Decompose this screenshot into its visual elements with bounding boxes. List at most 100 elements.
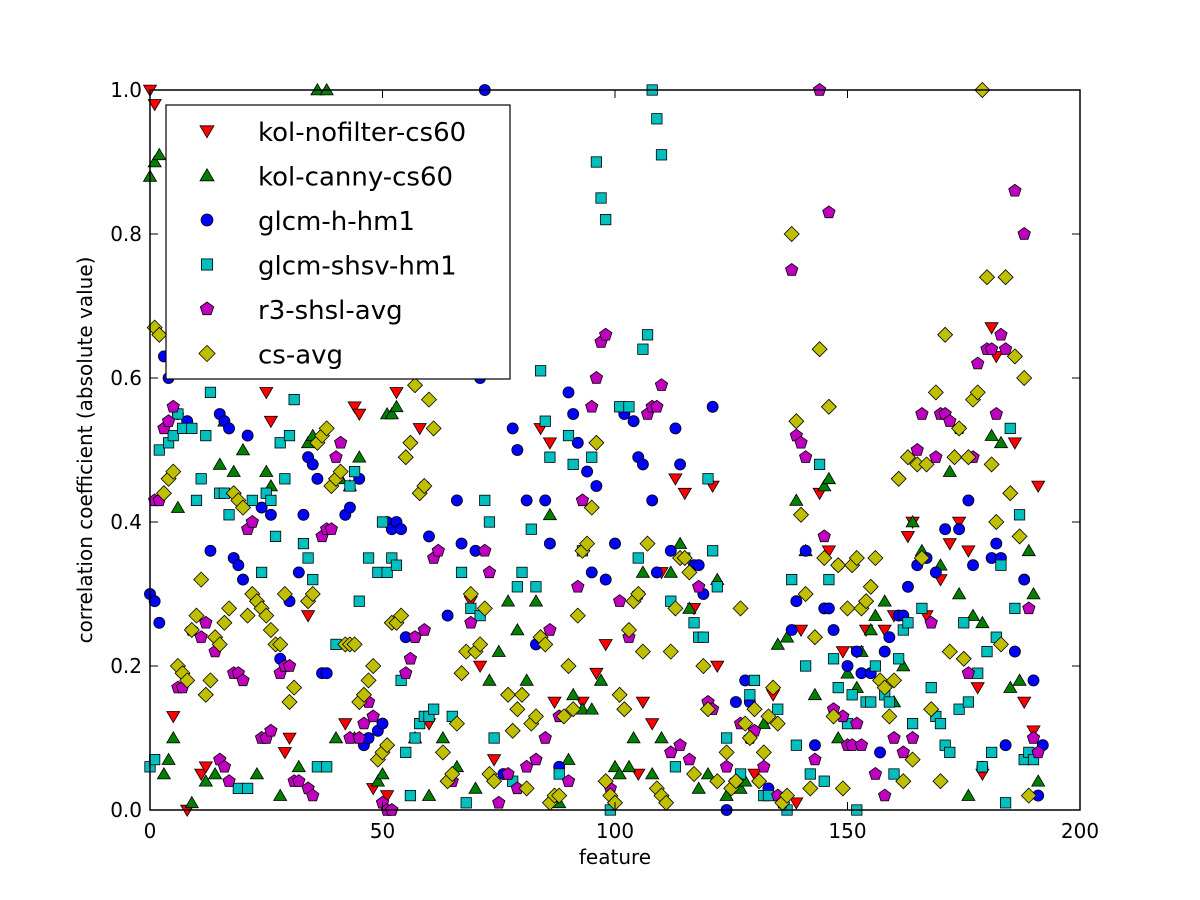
data-point-cs-avg	[862, 578, 879, 595]
data-point-kol-nofilter-cs60	[277, 747, 293, 760]
data-point-cs-avg	[281, 693, 298, 711]
data-point-glcm-shsv-hm1	[483, 516, 496, 528]
legend-entry-glcm-shsv-hm1: glcm-shsv-hm1	[200, 252, 457, 282]
data-point-glcm-shsv-hm1	[376, 516, 389, 528]
data-point-glcm-h-hm1	[204, 544, 217, 557]
data-point-kol-nofilter-cs60	[352, 408, 367, 421]
data-point-glcm-shsv-hm1	[381, 566, 393, 579]
data-point-r3-shsl-avg	[264, 723, 278, 737]
data-point-r3-shsl-avg	[245, 515, 259, 528]
data-point-r3-shsl-avg	[808, 752, 822, 766]
data-point-r3-shsl-avg	[1026, 731, 1041, 744]
data-point-r3-shsl-avg	[989, 407, 1003, 420]
data-point-glcm-h-hm1	[929, 566, 942, 579]
data-point-cs-avg	[569, 607, 586, 624]
data-point-cs-avg	[1020, 787, 1037, 804]
data-point-cs-avg	[258, 607, 275, 624]
data-point-kol-canny-cs60	[212, 457, 227, 470]
data-point-cs-avg	[741, 729, 758, 747]
data-point-r3-shsl-avg	[785, 263, 799, 276]
data-point-glcm-h-hm1	[585, 566, 598, 579]
data-point-glcm-h-hm1	[423, 530, 435, 543]
data-point-cs-avg	[476, 600, 493, 617]
data-point-glcm-h-hm1	[237, 573, 249, 586]
data-point-glcm-shsv-hm1	[390, 559, 403, 571]
data-point-cs-avg	[346, 636, 363, 653]
data-point-r3-shsl-avg	[905, 731, 920, 744]
legend: kol-nofilter-cs60 kol-canny-cs60 glcm-h-hm…	[165, 104, 511, 380]
data-point-cs-avg	[513, 686, 531, 703]
data-point-glcm-h-hm1	[664, 544, 677, 557]
data-point-glcm-shsv-hm1	[846, 689, 858, 701]
data-point-cs-avg	[630, 585, 647, 603]
data-point-glcm-shsv-hm1	[800, 660, 812, 672]
data-point-r3-shsl-avg	[994, 327, 1008, 341]
data-point-kol-canny-cs60	[621, 759, 637, 773]
data-point-glcm-h-hm1	[297, 508, 310, 521]
data-point-kol-canny-cs60	[421, 788, 437, 801]
data-point-glcm-shsv-hm1	[707, 545, 719, 557]
data-point-glcm-shsv-hm1	[404, 790, 417, 802]
data-point-glcm-shsv-hm1	[167, 429, 179, 442]
data-point-kol-nofilter-cs60	[598, 639, 613, 652]
data-point-r3-shsl-avg	[561, 774, 576, 787]
data-point-glcm-h-hm1	[441, 609, 454, 622]
data-point-glcm-h-hm1	[669, 422, 682, 435]
data-point-r3-shsl-avg	[854, 738, 869, 751]
data-point-r3-shsl-avg	[161, 414, 176, 427]
data-point-glcm-shsv-hm1	[614, 401, 626, 413]
data-point-kol-canny-cs60	[840, 666, 855, 679]
data-point-glcm-h-hm1	[636, 458, 649, 471]
data-point-cs-avg	[597, 773, 614, 790]
data-point-cs-avg	[551, 787, 568, 804]
data-point-glcm-shsv-hm1	[976, 761, 988, 773]
data-point-glcm-shsv-hm1	[372, 566, 384, 579]
data-point-glcm-shsv-hm1	[827, 653, 840, 665]
data-point-glcm-shsv-hm1	[311, 761, 324, 773]
data-point-glcm-shsv-hm1	[925, 682, 937, 694]
data-point-cs-avg	[211, 636, 228, 653]
legend-entry-kol-nofilter-cs60: kol-nofilter-cs60	[199, 118, 466, 148]
data-point-glcm-h-hm1	[1018, 573, 1031, 586]
data-point-cs-avg	[286, 679, 303, 696]
data-point-kol-nofilter-cs60	[259, 387, 274, 400]
data-point-cs-avg	[676, 549, 693, 567]
data-point-glcm-h-hm1	[153, 616, 166, 629]
data-point-cs-avg	[890, 470, 907, 487]
series-r3-shsl-avg	[148, 83, 1045, 816]
data-point-kol-canny-cs60	[961, 788, 976, 801]
data-point-cs-avg	[193, 571, 210, 588]
data-point-glcm-h-hm1	[590, 480, 603, 492]
data-point-glcm-shsv-hm1	[637, 343, 649, 355]
data-point-glcm-shsv-hm1	[688, 617, 700, 629]
data-point-r3-shsl-avg	[719, 759, 734, 773]
data-point-cs-avg	[555, 708, 572, 725]
data-point-kol-canny-cs60	[635, 565, 651, 578]
data-point-cs-avg	[881, 708, 898, 725]
data-point-glcm-shsv-hm1	[283, 429, 296, 442]
data-point-kol-canny-cs60	[291, 759, 306, 773]
data-point-cs-avg	[806, 629, 823, 646]
data-point-glcm-shsv-hm1	[916, 602, 928, 615]
data-point-r3-shsl-avg	[366, 709, 380, 723]
data-point-cs-avg	[486, 773, 503, 790]
data-point-kol-nofilter-cs60	[668, 473, 683, 486]
x-tick-label: 150	[828, 819, 866, 843]
data-point-glcm-shsv-hm1	[321, 761, 333, 773]
data-point-glcm-shsv-hm1	[818, 775, 830, 787]
data-point-glcm-h-hm1	[264, 508, 277, 521]
data-point-kol-canny-cs60	[863, 623, 878, 636]
data-point-r3-shsl-avg	[575, 493, 590, 507]
data-point-cs-avg	[946, 449, 963, 466]
y-axis-label: correlation coefficient (absolute value)	[73, 257, 97, 644]
data-point-cs-avg	[820, 398, 837, 415]
data-point-kol-canny-cs60	[951, 587, 967, 600]
data-point-cs-avg	[183, 621, 200, 639]
data-point-cs-avg	[825, 708, 842, 725]
data-point-cs-avg	[216, 614, 233, 631]
data-point-glcm-h-hm1	[883, 631, 896, 644]
data-point-cs-avg	[234, 499, 252, 516]
data-point-glcm-h-hm1	[827, 624, 840, 636]
data-point-glcm-h-hm1	[599, 573, 612, 586]
